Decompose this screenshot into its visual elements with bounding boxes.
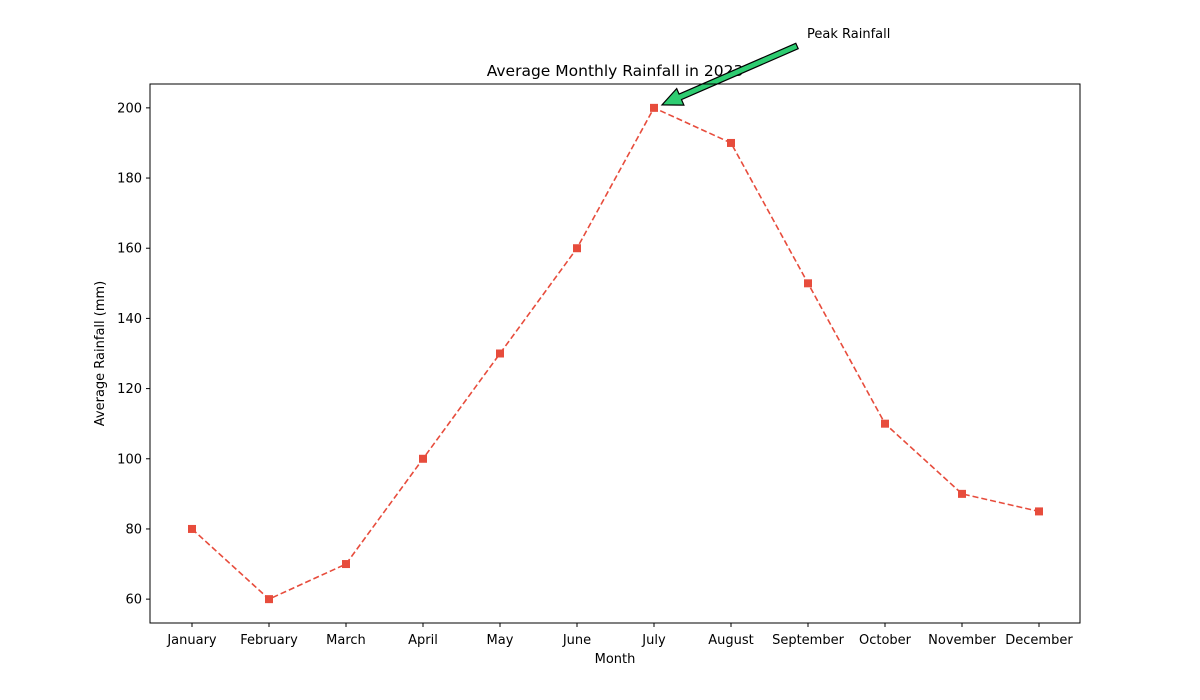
data-point	[419, 454, 427, 463]
x-tick-label: September	[772, 633, 845, 648]
y-axis-label: Average Rainfall (mm)	[93, 281, 108, 426]
y-tick-label: 180	[117, 172, 142, 187]
x-tick-label: March	[326, 633, 366, 648]
y-tick-label: 160	[117, 242, 142, 257]
data-point	[804, 279, 812, 288]
data-point	[881, 419, 889, 428]
x-tick-label: August	[708, 633, 754, 648]
data-point	[496, 349, 504, 358]
y-tick-label: 100	[117, 452, 142, 467]
x-tick-label: February	[240, 633, 298, 648]
chart-title: Average Monthly Rainfall in 2023	[487, 62, 744, 80]
y-tick-label: 200	[117, 101, 142, 116]
annotation-label: Peak Rainfall	[807, 27, 890, 42]
data-point	[958, 489, 966, 498]
x-tick-label: January	[166, 633, 217, 648]
y-axis: 60 80 100 120 140 160 180 200	[117, 101, 150, 608]
x-tick-label: July	[641, 633, 666, 648]
data-point	[650, 103, 658, 112]
y-tick-label: 120	[117, 382, 142, 397]
y-tick-label: 140	[117, 312, 142, 327]
x-tick-label: October	[859, 633, 912, 648]
y-tick-label: 80	[125, 522, 142, 537]
data-point	[1035, 507, 1043, 516]
annotation-layer: Peak Rainfall	[660, 27, 890, 106]
y-tick-label: 60	[125, 593, 142, 608]
plot-frame	[149, 83, 1081, 624]
series-layer	[191, 106, 1040, 601]
annotation-arrow	[660, 42, 799, 106]
series-line	[191, 106, 1040, 601]
x-tick-label: April	[408, 633, 438, 648]
x-tick-label: June	[562, 633, 591, 648]
x-axis: January February March April May June July Augu…	[166, 623, 1073, 648]
data-point	[342, 560, 350, 569]
x-tick-label: May	[487, 633, 514, 648]
x-tick-label: November	[928, 633, 996, 648]
x-tick-label: December	[1005, 633, 1073, 648]
data-point	[188, 524, 196, 533]
data-point	[727, 138, 735, 147]
data-point	[573, 244, 581, 253]
x-axis-label: Month	[595, 652, 636, 667]
marker-layer	[188, 103, 1043, 604]
data-point	[265, 595, 273, 604]
